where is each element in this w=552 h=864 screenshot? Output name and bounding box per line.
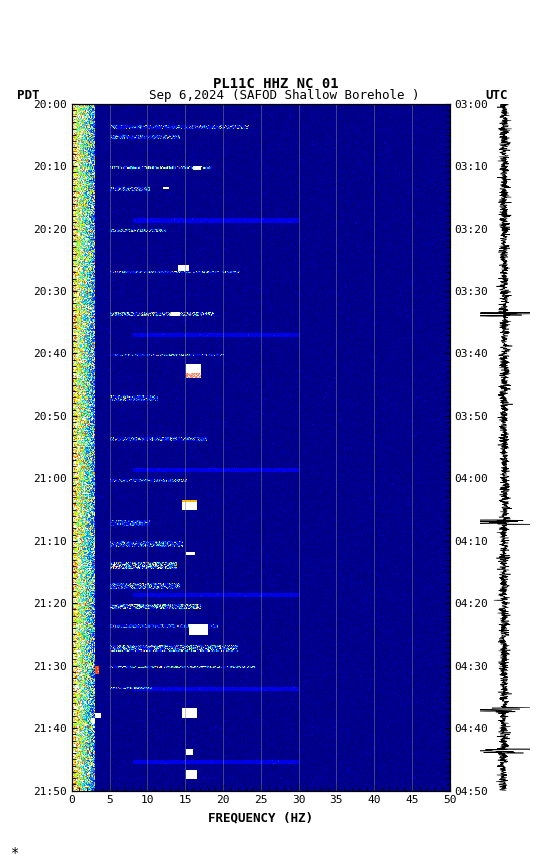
Text: PL11C HHZ NC 01: PL11C HHZ NC 01 — [213, 77, 339, 91]
Text: (SAFOD Shallow Borehole ): (SAFOD Shallow Borehole ) — [232, 89, 420, 102]
Text: PDT: PDT — [17, 89, 39, 102]
Text: Sep 6,2024: Sep 6,2024 — [149, 89, 224, 102]
Text: UTC: UTC — [486, 89, 508, 102]
X-axis label: FREQUENCY (HZ): FREQUENCY (HZ) — [208, 811, 314, 824]
Text: *: * — [11, 846, 19, 860]
